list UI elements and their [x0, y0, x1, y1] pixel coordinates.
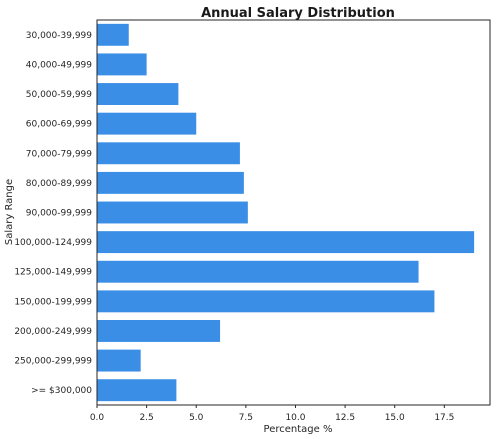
bar-6: [97, 201, 248, 224]
chart-title: Annual Salary Distribution: [201, 6, 395, 21]
bar-0: [97, 23, 129, 46]
y-tick-label: 30,000-39,999: [26, 31, 93, 41]
x-tick-label: 5.0: [189, 413, 204, 423]
y-tick-label: 150,000-199,999: [14, 297, 92, 307]
bar-11: [97, 349, 141, 372]
x-tick-label: 0.0: [90, 413, 105, 423]
x-tick-label: 17.5: [434, 413, 454, 423]
x-tick-label: 2.5: [139, 413, 153, 423]
bar-12: [97, 379, 177, 402]
bar-3: [97, 112, 197, 135]
x-tick-label: 12.5: [335, 413, 355, 423]
y-tick-label: 70,000-79,999: [26, 149, 93, 159]
y-tick-label: 60,000-69,999: [26, 120, 93, 130]
bar-1: [97, 53, 147, 76]
x-tick-label: 7.5: [239, 413, 253, 423]
x-tick-label: 10.0: [285, 413, 305, 423]
y-tick-label: >= $300,000: [31, 386, 92, 396]
y-tick-label: 40,000-49,999: [26, 60, 93, 70]
bar-10: [97, 320, 221, 342]
bar-9: [97, 290, 435, 313]
bars-group: [97, 23, 475, 402]
bar-2: [97, 83, 179, 105]
bar-8: [97, 260, 419, 283]
y-axis-label: Salary Range: [4, 179, 15, 245]
x-axis-label: Percentage %: [264, 424, 333, 435]
y-tick-label: 250,000-299,999: [14, 357, 92, 367]
bar-4: [97, 142, 240, 165]
y-tick-label: 90,000-99,999: [26, 209, 93, 219]
x-tick-labels: 0.0 2.5 5.0 7.5 10.0 12.5 15.0 17.5: [90, 405, 454, 423]
y-tick-label: 200,000-249,999: [14, 327, 92, 337]
y-tick-label: 125,000-149,999: [14, 268, 92, 278]
x-tick-label: 15.0: [385, 413, 405, 423]
y-tick-labels: 30,000-39,999 40,000-49,999 50,000-59,999 6…: [14, 31, 92, 396]
plot-frame: [96, 19, 491, 406]
y-tick-label: 100,000-124,999: [14, 238, 92, 248]
y-tick-label: 80,000-89,999: [26, 179, 93, 189]
bar-5: [97, 171, 244, 194]
bar-7: [97, 231, 475, 254]
y-tick-label: 50,000-59,999: [26, 90, 93, 100]
